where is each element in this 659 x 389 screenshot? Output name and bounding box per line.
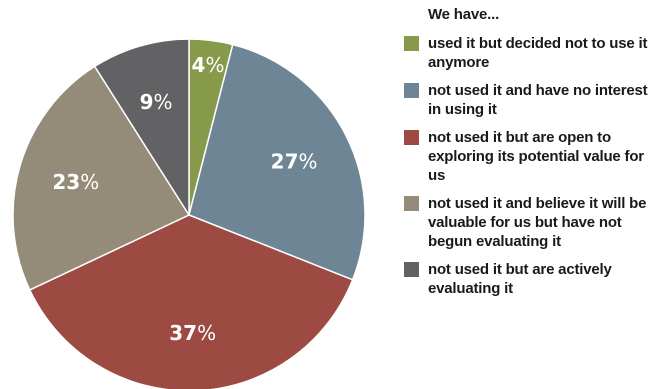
- legend-label-3: not used it but are open to exploring it…: [428, 129, 644, 184]
- pie-slice-3: [29, 214, 354, 389]
- legend-swatch-4: [404, 196, 419, 211]
- pie-slice-5: [93, 38, 190, 216]
- legend-item-1: used it but decided not to use it anymor…: [404, 34, 659, 72]
- legend-label-5: not used it but are actively evaluating …: [428, 261, 612, 297]
- legend-title: We have...: [428, 6, 500, 23]
- pie-slice-4: [12, 65, 190, 291]
- pie-slice-label-2: 27%: [271, 150, 318, 174]
- legend-label-1: used it but decided not to use it anymor…: [428, 35, 648, 71]
- legend-item-2: not used it and have no interest in usin…: [404, 81, 659, 119]
- legend-item-5: not used it but are actively evaluating …: [404, 260, 659, 298]
- pie-slice-label-1: 4%: [192, 53, 225, 77]
- legend-swatch-2: [404, 83, 419, 98]
- legend-swatch-3: [404, 130, 419, 145]
- pie-slice-label-3: 37%: [169, 321, 216, 345]
- legend: We have... used it but decided not to us…: [404, 6, 659, 307]
- legend-swatch-5: [404, 262, 419, 277]
- pie-chart: 4% 27% 37% 23% 9%: [12, 38, 366, 389]
- pie-slice-label-5: 9%: [140, 90, 173, 114]
- pie-slice-label-4: 23%: [52, 170, 99, 194]
- legend-items: used it but decided not to use it anymor…: [404, 34, 659, 298]
- legend-label-2: not used it and have no interest in usin…: [428, 82, 648, 118]
- legend-label-4: not used it and believe it will be valua…: [428, 195, 647, 250]
- legend-swatch-1: [404, 36, 419, 51]
- legend-item-3: not used it but are open to exploring it…: [404, 128, 659, 185]
- legend-item-4: not used it and believe it will be valua…: [404, 194, 659, 251]
- pie-slice-2: [188, 43, 366, 281]
